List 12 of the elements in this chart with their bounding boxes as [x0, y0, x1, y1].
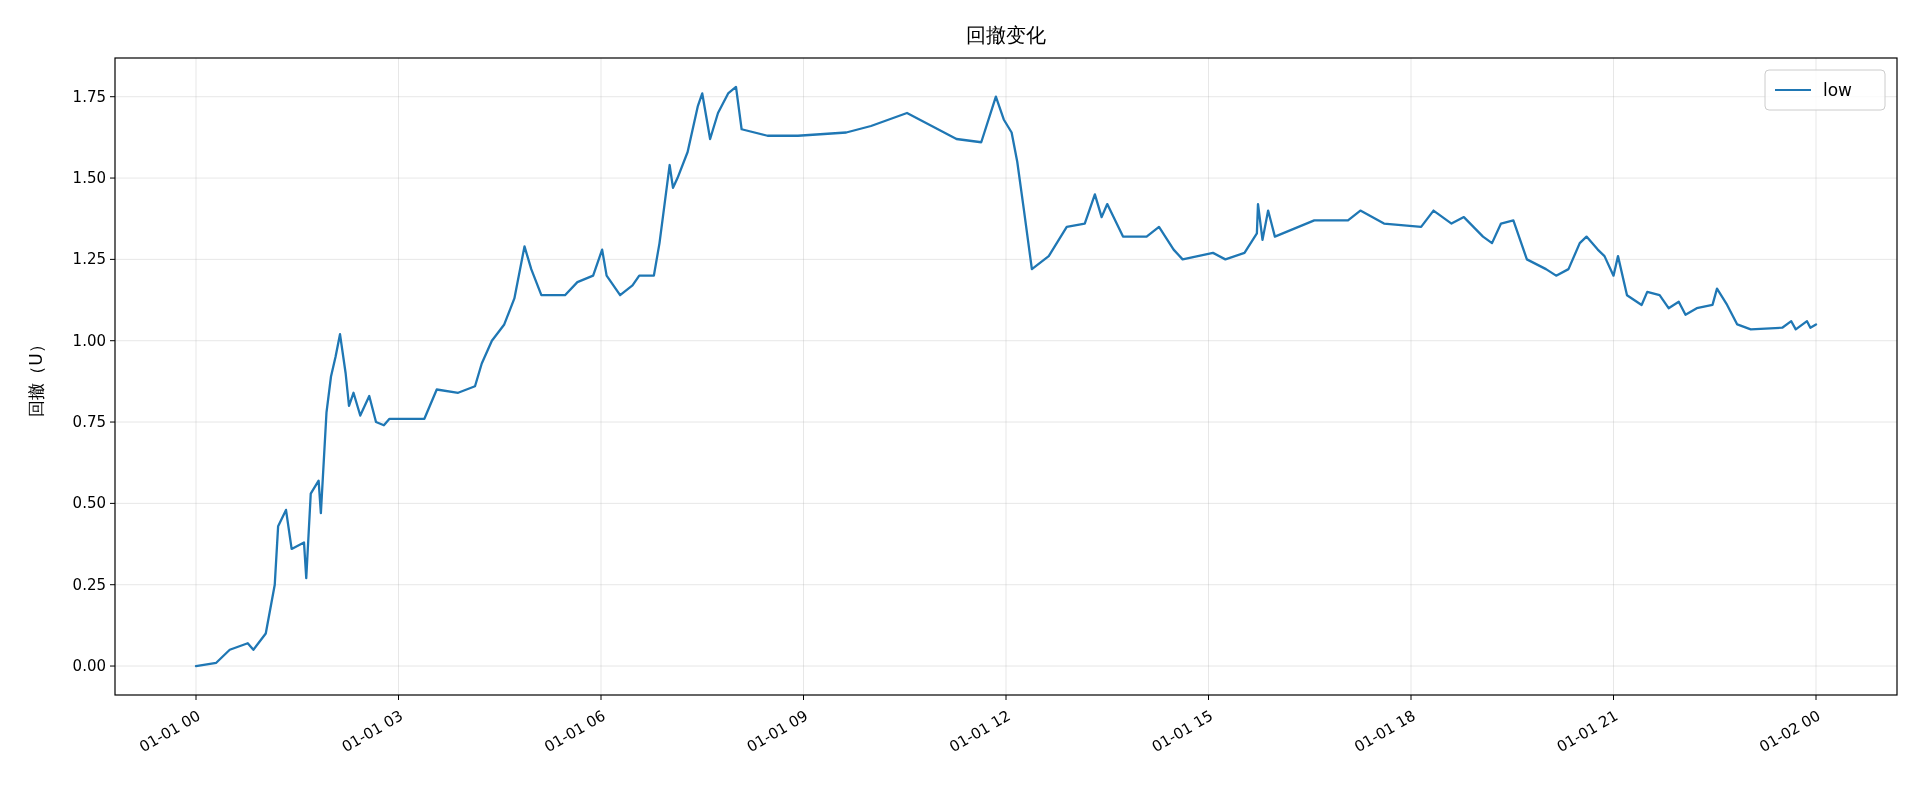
y-tick-label: 1.50 — [72, 169, 106, 188]
y-tick-label: 1.00 — [72, 331, 106, 350]
legend-label: low — [1823, 80, 1853, 100]
y-tick-label: 0.00 — [72, 657, 106, 676]
y-tick-label: 0.25 — [72, 575, 106, 594]
y-tick-label: 0.50 — [72, 494, 106, 513]
y-tick-label: 1.75 — [72, 87, 106, 106]
y-tick-label: 1.25 — [72, 250, 106, 269]
y-axis-title: 回撤（U） — [26, 336, 46, 417]
chart-title: 回撤变化 — [966, 23, 1046, 47]
legend: low — [1764, 69, 1886, 111]
y-tick-label: 0.75 — [72, 413, 106, 432]
